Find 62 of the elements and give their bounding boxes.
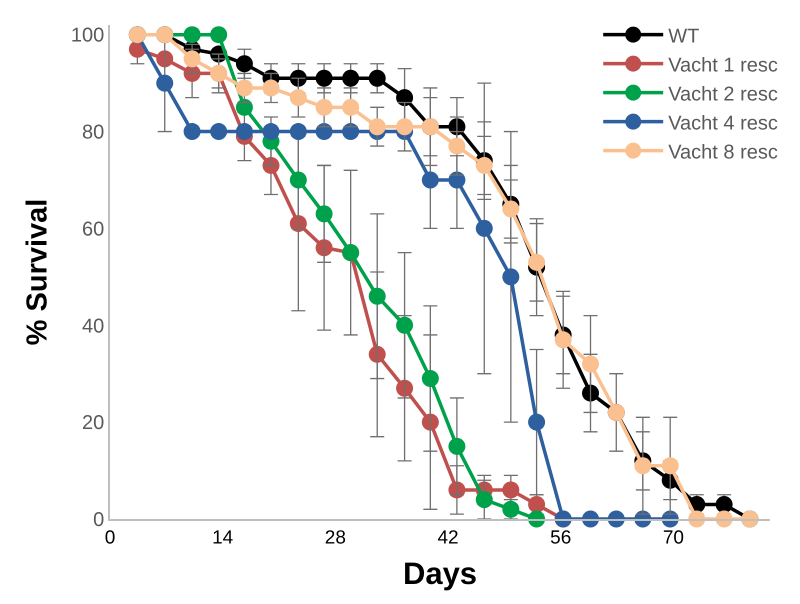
point	[262, 156, 280, 174]
point	[396, 89, 414, 106]
point	[290, 123, 307, 140]
point	[210, 123, 228, 140]
point	[262, 123, 280, 140]
point	[554, 331, 572, 348]
legend-label: Vacht 4 resc	[668, 112, 778, 134]
point	[290, 89, 307, 106]
x-tick-label: 70	[662, 528, 684, 549]
legend-label: WT	[668, 25, 700, 48]
legend-label: Vacht 1 resc	[668, 54, 778, 76]
point	[262, 79, 280, 96]
point	[368, 70, 386, 87]
point	[236, 123, 253, 140]
point	[342, 70, 360, 87]
x-tick-label: 42	[437, 528, 459, 549]
point	[582, 356, 600, 373]
point	[236, 79, 253, 96]
point	[342, 98, 360, 116]
point	[184, 26, 201, 44]
point	[448, 138, 466, 155]
point	[290, 171, 307, 188]
point	[502, 200, 520, 218]
point	[316, 205, 333, 222]
point	[448, 438, 466, 455]
legend-label: Vacht 8 resc	[668, 141, 778, 164]
point	[634, 457, 652, 474]
point	[316, 98, 333, 116]
point	[368, 118, 386, 136]
x-tick-label: 14	[212, 528, 234, 549]
point	[184, 123, 201, 140]
point	[422, 171, 439, 188]
point	[422, 370, 439, 388]
x-tick-label: 28	[324, 528, 346, 549]
y-tick-label: 20	[82, 412, 104, 434]
point	[502, 481, 520, 498]
point	[662, 457, 679, 474]
point	[184, 50, 201, 68]
point	[396, 316, 414, 334]
y-tick-label: 40	[82, 315, 104, 338]
point	[396, 380, 414, 397]
point	[528, 414, 546, 431]
point	[476, 156, 493, 174]
x-tick-label: 56	[550, 528, 572, 549]
point	[528, 254, 546, 271]
point	[156, 74, 174, 92]
y-tick-label: 0	[93, 509, 104, 531]
point	[502, 268, 520, 286]
y-axis-title: % Survival	[22, 198, 54, 346]
point	[210, 26, 228, 44]
legend-label: Vacht 2 resc	[668, 83, 778, 106]
point	[582, 384, 600, 402]
point	[236, 98, 253, 116]
point	[236, 55, 253, 72]
y-tick-label: 100	[70, 24, 104, 47]
point	[316, 70, 333, 87]
y-tick-label: 80	[82, 122, 104, 144]
point	[368, 288, 386, 305]
y-tick-label: 60	[82, 218, 104, 240]
x-axis-title: Days	[402, 556, 478, 592]
point	[476, 220, 493, 237]
point	[396, 118, 414, 136]
